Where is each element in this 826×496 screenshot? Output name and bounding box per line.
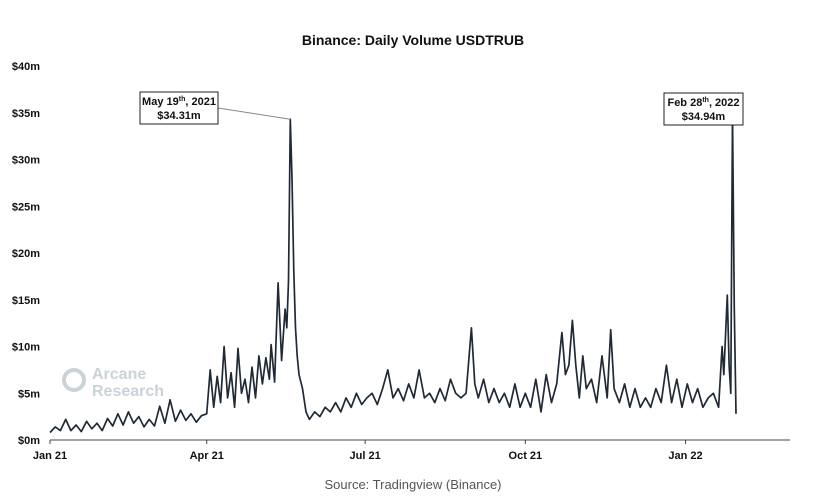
annotation-value: $34.94m	[682, 111, 726, 123]
y-tick-label: $30m	[12, 155, 40, 167]
annotation-date: May 19th, 2021	[142, 96, 216, 108]
x-tick-label: Jan 22	[668, 450, 702, 462]
source-note: Source: Tradingview (Binance)	[324, 477, 501, 492]
x-tick-label: Apr 21	[190, 450, 224, 462]
y-tick-label: $10m	[12, 342, 40, 354]
y-tick-label: $25m	[12, 201, 40, 213]
annotations: May 19th, 2021 $34.31m Feb 28th, 2022 $34.9…	[139, 91, 744, 126]
annotation-leader-line	[217, 107, 291, 120]
chart-title: Binance: Daily Volume USDTRUB	[302, 32, 524, 48]
x-axis-ticks: Jan 21 Apr 21 Jul 21 Oct 21 Jan 22	[33, 440, 703, 462]
annotation-date: Feb 28th, 2022	[667, 97, 739, 109]
logo-text-line1: Arcane	[92, 366, 146, 383]
y-tick-label: $20m	[12, 248, 40, 260]
logo-text-line2: Research	[92, 383, 164, 400]
x-tick-label: Oct 21	[509, 450, 543, 462]
y-axis-ticks: $0m $5m $10m $15m $20m $25m $30m $35m $40m	[12, 61, 40, 447]
y-tick-label: $35m	[12, 108, 40, 120]
x-tick-label: Jan 21	[33, 450, 67, 462]
y-tick-label: $5m	[18, 388, 40, 400]
annotation-value: $34.31m	[157, 110, 201, 122]
x-tick-label: Jul 21	[350, 450, 381, 462]
arcane-research-logo: Arcane Research	[62, 366, 164, 400]
annotation-box	[663, 92, 744, 126]
y-tick-label: $40m	[12, 61, 40, 73]
y-tick-label: $15m	[12, 295, 40, 307]
y-tick-label: $0m	[18, 435, 40, 447]
annotation-box	[139, 91, 219, 125]
logo-ring-icon	[62, 368, 86, 392]
series-line	[49, 112, 737, 434]
